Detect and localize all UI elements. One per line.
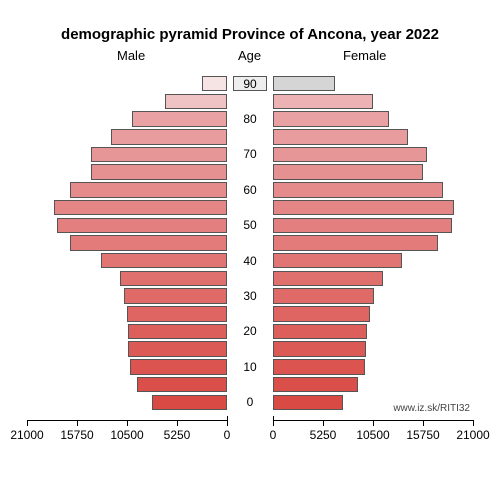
x-tick-label: 15750 [406,428,439,442]
x-tick [473,420,474,426]
female-bar [273,147,427,163]
male-bar [101,253,227,269]
age-tick-label: 20 [227,324,273,338]
x-tick [77,420,78,426]
pyramid-chart: demographic pyramid Province of Ancona, … [0,0,500,500]
female-bar [273,341,366,357]
x-axis: 0052505250105001050015750157502100021000 [27,420,473,450]
male-bar [70,182,227,198]
male-bar [70,235,227,251]
male-label: Male [117,48,145,63]
age-tick-label: 70 [227,147,273,161]
age-tick-label: 40 [227,254,273,268]
x-tick [127,420,128,426]
male-bar [130,359,227,375]
male-bar [202,76,227,92]
female-bar [273,395,343,411]
age-tick-label: 0 [227,395,273,409]
female-bars [273,66,473,416]
plot-area: 0 10 20 30 40 50 60 70 80 90 [27,66,473,416]
x-tick-label: 10500 [356,428,389,442]
age-tick-label: 10 [227,360,273,374]
male-bar [152,395,227,411]
x-tick [373,420,374,426]
female-bar [273,111,389,127]
female-bar [273,218,452,234]
female-bar [273,377,358,393]
male-bar [120,271,227,287]
age-tick-label: 30 [227,289,273,303]
male-bar [128,341,227,357]
x-tick-label: 5250 [164,428,191,442]
age-label: Age [238,48,261,63]
x-tick [423,420,424,426]
female-bar [273,253,402,269]
age-tick-label: 50 [227,218,273,232]
male-bar [57,218,227,234]
female-bar [273,94,373,110]
age-tick-label: 80 [227,112,273,126]
male-bar [132,111,227,127]
female-bar [273,324,367,340]
male-bar [91,164,227,180]
male-bar [165,94,227,110]
x-tick-label: 0 [270,428,277,442]
x-tick-label: 0 [224,428,231,442]
male-bars [27,66,227,416]
male-bar [91,147,227,163]
female-bar [273,76,335,92]
chart-title: demographic pyramid Province of Ancona, … [0,26,500,43]
x-tick [177,420,178,426]
female-label: Female [343,48,386,63]
female-bar [273,129,408,145]
x-tick-label: 10500 [110,428,143,442]
x-tick-label: 5250 [310,428,337,442]
female-bar [273,359,365,375]
female-bar [273,235,438,251]
age-tick-label: 60 [227,183,273,197]
x-tick-label: 15750 [60,428,93,442]
source-url: www.iz.sk/RITI32 [393,403,470,414]
male-bar [128,324,227,340]
female-bar [273,288,374,304]
x-tick [323,420,324,426]
male-bar [137,377,227,393]
female-bar [273,200,454,216]
male-bar [54,200,227,216]
x-tick-label: 21000 [456,428,489,442]
x-tick-label: 21000 [10,428,43,442]
edge-tick [273,416,274,422]
age-axis-labels: 0 10 20 30 40 50 60 70 80 90 [227,66,273,416]
x-tick [27,420,28,426]
female-bar [273,271,383,287]
male-bar [127,306,227,322]
age-tick-label: 90 [227,77,273,91]
female-bar [273,306,370,322]
female-bar [273,164,423,180]
female-bar [273,182,443,198]
male-bar [124,288,227,304]
male-bar [111,129,227,145]
edge-tick [227,416,228,422]
